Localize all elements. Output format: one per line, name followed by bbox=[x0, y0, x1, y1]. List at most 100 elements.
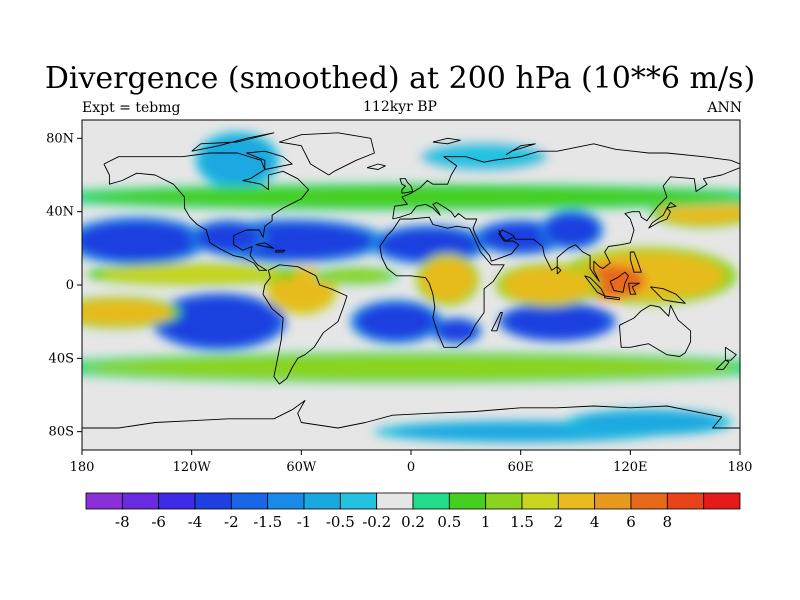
season-label: ANN bbox=[707, 100, 742, 116]
colorbar-label: 0.5 bbox=[437, 513, 461, 531]
y-tick-label: 80S bbox=[49, 425, 74, 440]
colorbar-label: -8 bbox=[115, 513, 130, 531]
s-indian-low bbox=[506, 305, 609, 339]
colorbar-swatch bbox=[303, 492, 341, 510]
x-tick-label: 0 bbox=[407, 460, 415, 475]
coast-north-america bbox=[103, 152, 310, 271]
s-africa-low bbox=[434, 319, 479, 342]
coast-nz-south bbox=[715, 359, 730, 370]
divergence-field bbox=[82, 120, 740, 450]
map-axes: 180 120W 60W 0 60E 120E 180 80N 40N 0 40S 80S bbox=[46, 131, 752, 475]
coast-uk bbox=[399, 178, 414, 194]
coast-hokkaido bbox=[666, 202, 677, 209]
time-period-label: 112kyr BP bbox=[363, 99, 437, 115]
colorbar-label: -2 bbox=[224, 513, 239, 531]
coast-cuba bbox=[255, 242, 275, 249]
africa-high bbox=[420, 257, 475, 302]
y-tick-label: 40S bbox=[49, 351, 74, 366]
colorbar-swatch bbox=[703, 492, 741, 510]
coast-iceland bbox=[366, 163, 386, 170]
colorbar-label: 0.2 bbox=[401, 513, 425, 531]
x-tick-label: 60W bbox=[286, 460, 317, 475]
colorbar-label: 1.5 bbox=[510, 513, 534, 531]
coast-svalbard bbox=[432, 137, 461, 145]
colorbar-label: -0.2 bbox=[362, 513, 391, 531]
coast-eurasia bbox=[392, 143, 740, 282]
y-tick-label: 40N bbox=[46, 205, 74, 220]
colorbar-swatch bbox=[594, 492, 632, 510]
colorbar-label: 8 bbox=[663, 513, 673, 531]
colorbar-label: 4 bbox=[590, 513, 600, 531]
map-title: Divergence (smoothed) at 200 hPa (10**6 … bbox=[44, 61, 756, 96]
s-midlat-band bbox=[82, 354, 740, 381]
coast-baffin bbox=[246, 150, 293, 170]
x-tick-label: 120E bbox=[613, 460, 647, 475]
coast-sulawesi bbox=[628, 282, 640, 295]
colorbar-swatch bbox=[339, 492, 378, 510]
colorbar-label: -1 bbox=[297, 513, 312, 531]
amazon-high bbox=[270, 270, 333, 311]
indian-ocean-high bbox=[502, 266, 594, 304]
coast-philippines bbox=[629, 251, 642, 273]
se-pacific-spcz bbox=[82, 299, 174, 326]
n-midlat-band bbox=[82, 186, 740, 208]
colorbar-label: -1.5 bbox=[253, 513, 282, 531]
x-tick-label: 180 bbox=[728, 460, 753, 475]
canada-low bbox=[200, 136, 274, 185]
colorbar-label: -6 bbox=[151, 513, 166, 531]
colorbar-swatch bbox=[485, 492, 523, 510]
coast-antarctica bbox=[82, 400, 740, 429]
x-tick-label: 120W bbox=[173, 460, 212, 475]
himalaya-low bbox=[544, 213, 600, 247]
colorbar-swatch bbox=[85, 492, 123, 510]
s-atlantic-low bbox=[356, 303, 437, 340]
coast-arabia-gulf bbox=[498, 229, 514, 242]
coast-java bbox=[604, 295, 620, 301]
ne-pacific-low bbox=[82, 220, 199, 262]
colorbar-label: 6 bbox=[626, 513, 636, 531]
coast-greenland bbox=[278, 132, 375, 176]
colorbar: -8 -6 -4 -2 -1.5 -1 -0.5 -0.2 0.2 0.5 1 1.5 2 4 6 8 bbox=[85, 492, 741, 531]
e-pacific-itcz bbox=[100, 264, 284, 284]
colorbar-swatch bbox=[448, 492, 487, 510]
colorbar-swatch bbox=[267, 492, 305, 510]
colorbar-swatch bbox=[412, 492, 450, 510]
y-tick-label: 80N bbox=[46, 131, 74, 146]
y-tick-label: 0 bbox=[66, 278, 74, 293]
colorbar-swatch bbox=[194, 492, 232, 510]
coast-borneo bbox=[609, 271, 629, 293]
coast-new-zealand bbox=[724, 346, 737, 361]
gulf-low bbox=[195, 222, 262, 252]
sahara-low bbox=[378, 228, 481, 262]
colorbar-label: -0.5 bbox=[326, 513, 355, 531]
se-pacific-low bbox=[160, 297, 278, 346]
colorbar-swatch bbox=[666, 492, 705, 510]
colorbar-swatch bbox=[376, 492, 414, 510]
colorbar-label: -4 bbox=[188, 513, 203, 531]
coast-arctic-islands bbox=[191, 132, 275, 152]
coastlines bbox=[82, 132, 740, 429]
coast-sumatra bbox=[584, 275, 606, 297]
colorbar-swatch bbox=[630, 492, 668, 510]
s-ocean-low bbox=[575, 411, 722, 434]
experiment-label: Expt = tebmg bbox=[82, 100, 181, 116]
coast-madagascar bbox=[490, 312, 503, 332]
coast-sri-lanka bbox=[556, 266, 562, 275]
coast-south-america bbox=[262, 264, 348, 385]
coast-new-guinea bbox=[650, 286, 686, 304]
colorbar-swatch bbox=[521, 492, 559, 510]
x-tick-label: 180 bbox=[70, 460, 95, 475]
coast-hispaniola bbox=[275, 249, 286, 253]
coast-africa bbox=[379, 216, 505, 348]
x-tick-label: 60E bbox=[508, 460, 534, 475]
colorbar-label: 1 bbox=[481, 513, 491, 531]
europe-low bbox=[420, 142, 549, 172]
colorbar-swatch bbox=[230, 492, 269, 510]
colorbar-swatch bbox=[557, 492, 596, 510]
colorbar-swatch bbox=[158, 492, 196, 510]
coast-japan bbox=[648, 207, 671, 229]
colorbar-swatch bbox=[121, 492, 160, 510]
colorbar-label: 2 bbox=[554, 513, 564, 531]
atlantic-itcz bbox=[319, 268, 393, 284]
